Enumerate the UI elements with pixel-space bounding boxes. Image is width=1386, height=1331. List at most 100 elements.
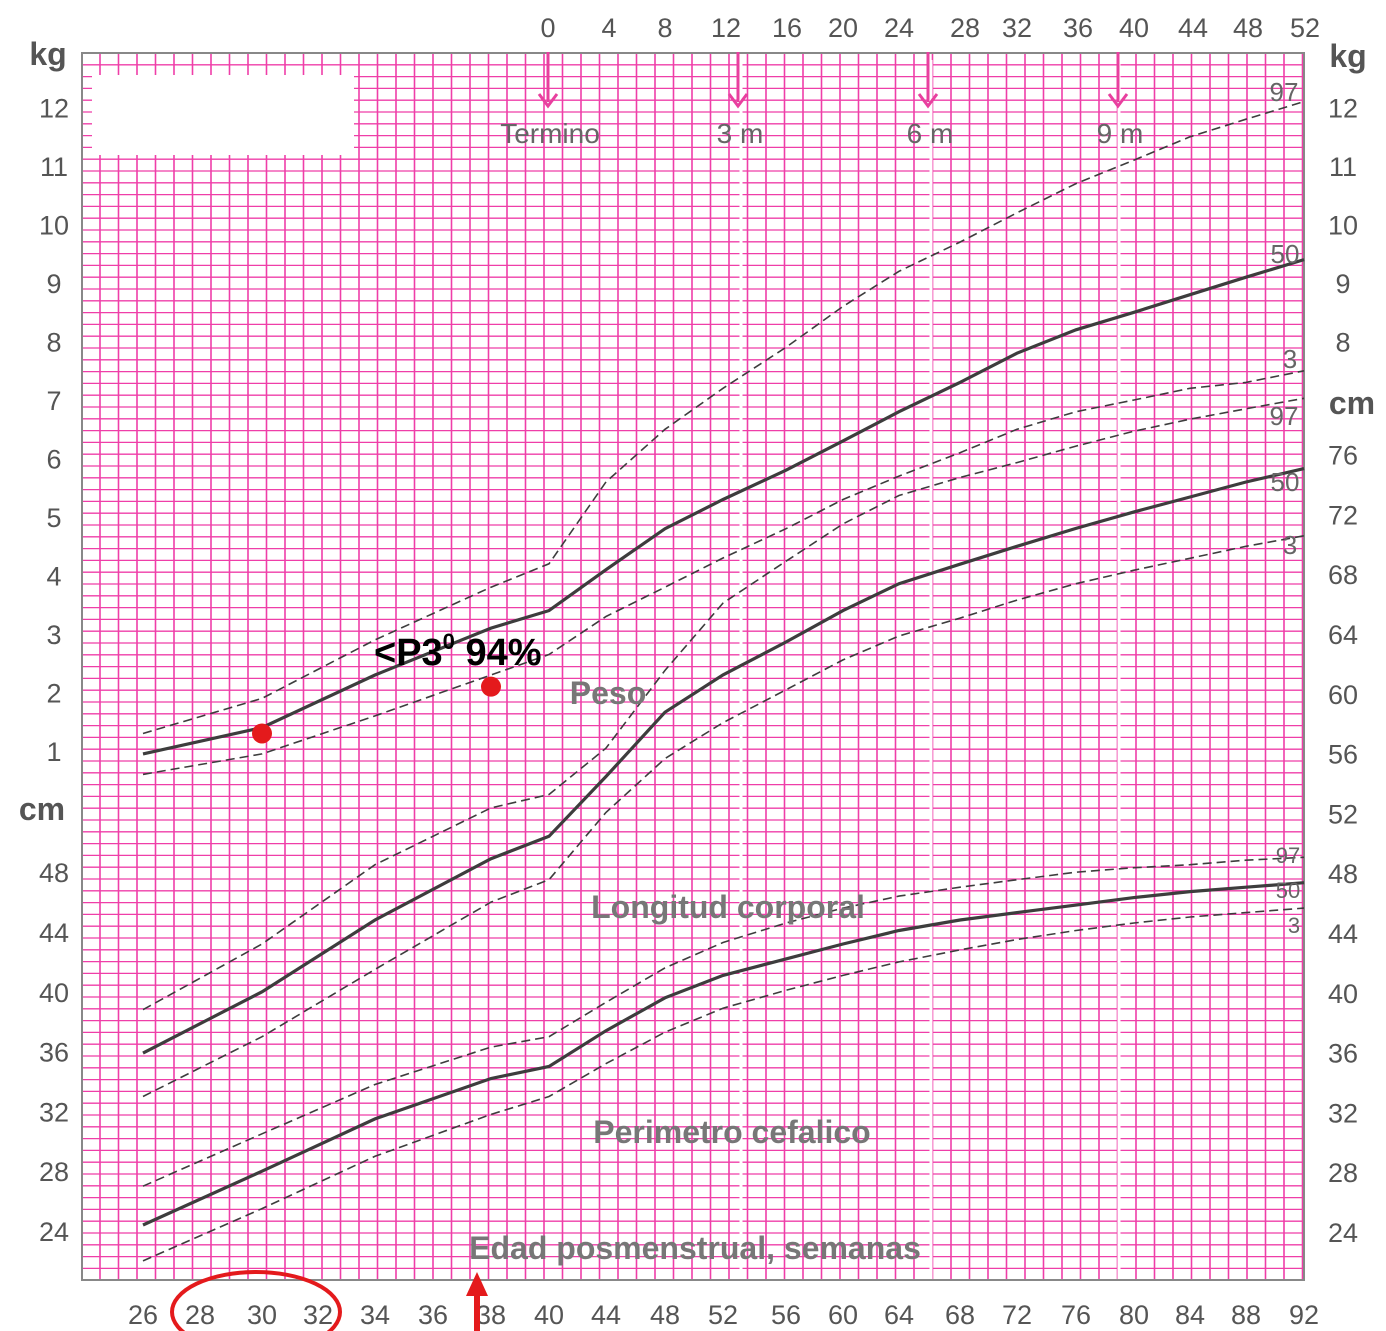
head-percentile-label: 50 (1276, 878, 1300, 903)
cm-tick-right: 36 (1328, 1039, 1358, 1069)
age-marker-label: 9 m (1097, 118, 1144, 149)
top-x-tick-label: 0 (540, 13, 555, 43)
plot-border (81, 52, 1305, 1281)
kg-tick-right: 11 (1329, 152, 1357, 182)
weight-percentile-label: 97 (1270, 77, 1299, 107)
cm-unit-right: cm (1329, 385, 1375, 421)
cm-tick-left: 48 (39, 858, 69, 888)
patient-marks (170, 676, 501, 1331)
kg-unit-left: kg (29, 36, 66, 72)
x-tick-label: 30 (247, 1300, 277, 1330)
kg-tick-right: 10 (1328, 211, 1358, 241)
kg-tick-left: 7 (46, 386, 61, 416)
kg-tick-right: 8 (1335, 328, 1350, 358)
x-tick-label: 88 (1231, 1300, 1261, 1330)
cm-tick-right: 40 (1328, 979, 1358, 1009)
length-p50-curve (142, 467, 1305, 1055)
x-tick-label: 26 (128, 1300, 158, 1330)
length-p3-curve (142, 535, 1305, 1098)
age-marker-label: Termino (500, 118, 600, 149)
x-tick-label: 52 (708, 1300, 738, 1330)
age-marker-arrowhead (1107, 93, 1129, 109)
length-percentile-label: 3 (1283, 530, 1297, 560)
cm-tick-right: 68 (1328, 560, 1358, 590)
cm-tick-left: 44 (39, 918, 69, 948)
cm-tick-right: 56 (1328, 740, 1358, 770)
weight-p3-curve (142, 370, 1305, 776)
x-tick-label: 38 (476, 1300, 506, 1330)
x-tick-label: 68 (945, 1300, 975, 1330)
section-label: Peso (570, 675, 646, 711)
annotation-label: <P30 94% (374, 629, 542, 674)
age-marker-arrowhead (537, 93, 559, 109)
length-percentile-label: 97 (1270, 401, 1299, 431)
length-percentile-label: 50 (1271, 467, 1300, 497)
top-x-tick-label: 4 (601, 13, 616, 43)
cm-tick-left: 24 (39, 1217, 69, 1247)
top-x-tick-label: 48 (1233, 13, 1263, 43)
kg-tick-left: 4 (46, 562, 61, 592)
head-p97-curve (142, 856, 1305, 1187)
kg-tick-left: 9 (46, 269, 61, 299)
head-p3-curve (142, 907, 1305, 1262)
kg-tick-left: 1 (46, 737, 61, 767)
kg-tick-left: 5 (46, 503, 61, 533)
x-tick-label: 72 (1002, 1300, 1032, 1330)
cm-tick-left: 40 (39, 978, 69, 1008)
top-x-tick-label: 20 (828, 13, 858, 43)
x-tick-label: 44 (591, 1300, 621, 1330)
top-x-tick-label: 40 (1119, 13, 1149, 43)
patient-point (252, 723, 272, 744)
weight-p50-curve (142, 258, 1305, 756)
section-label: Longitud corporal (591, 889, 865, 925)
x-tick-label: 40 (534, 1300, 564, 1330)
kg-tick-right: 9 (1335, 269, 1350, 299)
cm-tick-right: 44 (1328, 919, 1358, 949)
chart-labels: 26 28 30 32 34 36 38 40 44 48 52 56 60 64 68 72 76 80 84 88… (19, 13, 1375, 1330)
age-marker-label: 3 m (717, 118, 764, 149)
kg-tick-left: 12 (39, 94, 69, 124)
x-tick-label: 32 (303, 1300, 333, 1330)
x-tick-label: 28 (185, 1300, 215, 1330)
x-tick-label: 36 (418, 1300, 448, 1330)
age-marker-label: 6 m (907, 118, 954, 149)
x-tick-label: 56 (771, 1300, 801, 1330)
cm-tick-right: 64 (1328, 620, 1358, 650)
cm-tick-right: 24 (1328, 1218, 1358, 1248)
cm-tick-left: 36 (39, 1038, 69, 1068)
x-axis-title: Edad posmenstrual, semanas (469, 1230, 921, 1266)
cm-tick-right: 60 (1328, 680, 1358, 710)
kg-tick-left: 8 (46, 328, 61, 358)
length-p97-curve (142, 397, 1305, 1011)
x-tick-label: 48 (650, 1300, 680, 1330)
x-tick-label: 92 (1289, 1300, 1319, 1330)
cm-tick-left: 28 (39, 1157, 69, 1187)
kg-tick-left: 3 (46, 620, 61, 650)
kg-tick-left: 11 (40, 152, 68, 182)
head-percentile-label: 97 (1276, 843, 1300, 868)
kg-tick-left: 6 (46, 445, 61, 475)
top-x-tick-label: 12 (711, 13, 741, 43)
weight-percentile-label: 50 (1271, 239, 1300, 269)
kg-unit-right: kg (1329, 38, 1366, 74)
kg-tick-right: 12 (1328, 94, 1358, 124)
head-p50-curve (142, 881, 1305, 1227)
top-x-tick-label: 28 (950, 13, 980, 43)
cm-tick-right: 52 (1328, 799, 1358, 829)
percentile-curves (142, 100, 1305, 1262)
age-marker-arrowhead (727, 93, 749, 109)
top-x-tick-label: 44 (1178, 13, 1208, 43)
x-tick-label: 84 (1175, 1300, 1205, 1330)
top-x-tick-label: 24 (884, 13, 914, 43)
x-tick-label: 60 (828, 1300, 858, 1330)
x-tick-label: 34 (360, 1300, 390, 1330)
patient-point (481, 676, 501, 697)
x-tick-label: 64 (884, 1300, 914, 1330)
cm-unit-left: cm (19, 791, 65, 827)
top-x-tick-label: 32 (1002, 13, 1032, 43)
cm-tick-right: 76 (1328, 441, 1358, 471)
section-label: Perimetro cefalico (593, 1114, 870, 1150)
cm-tick-left: 32 (39, 1097, 69, 1127)
top-x-tick-label: 52 (1290, 13, 1320, 43)
top-x-tick-label: 8 (657, 13, 672, 43)
